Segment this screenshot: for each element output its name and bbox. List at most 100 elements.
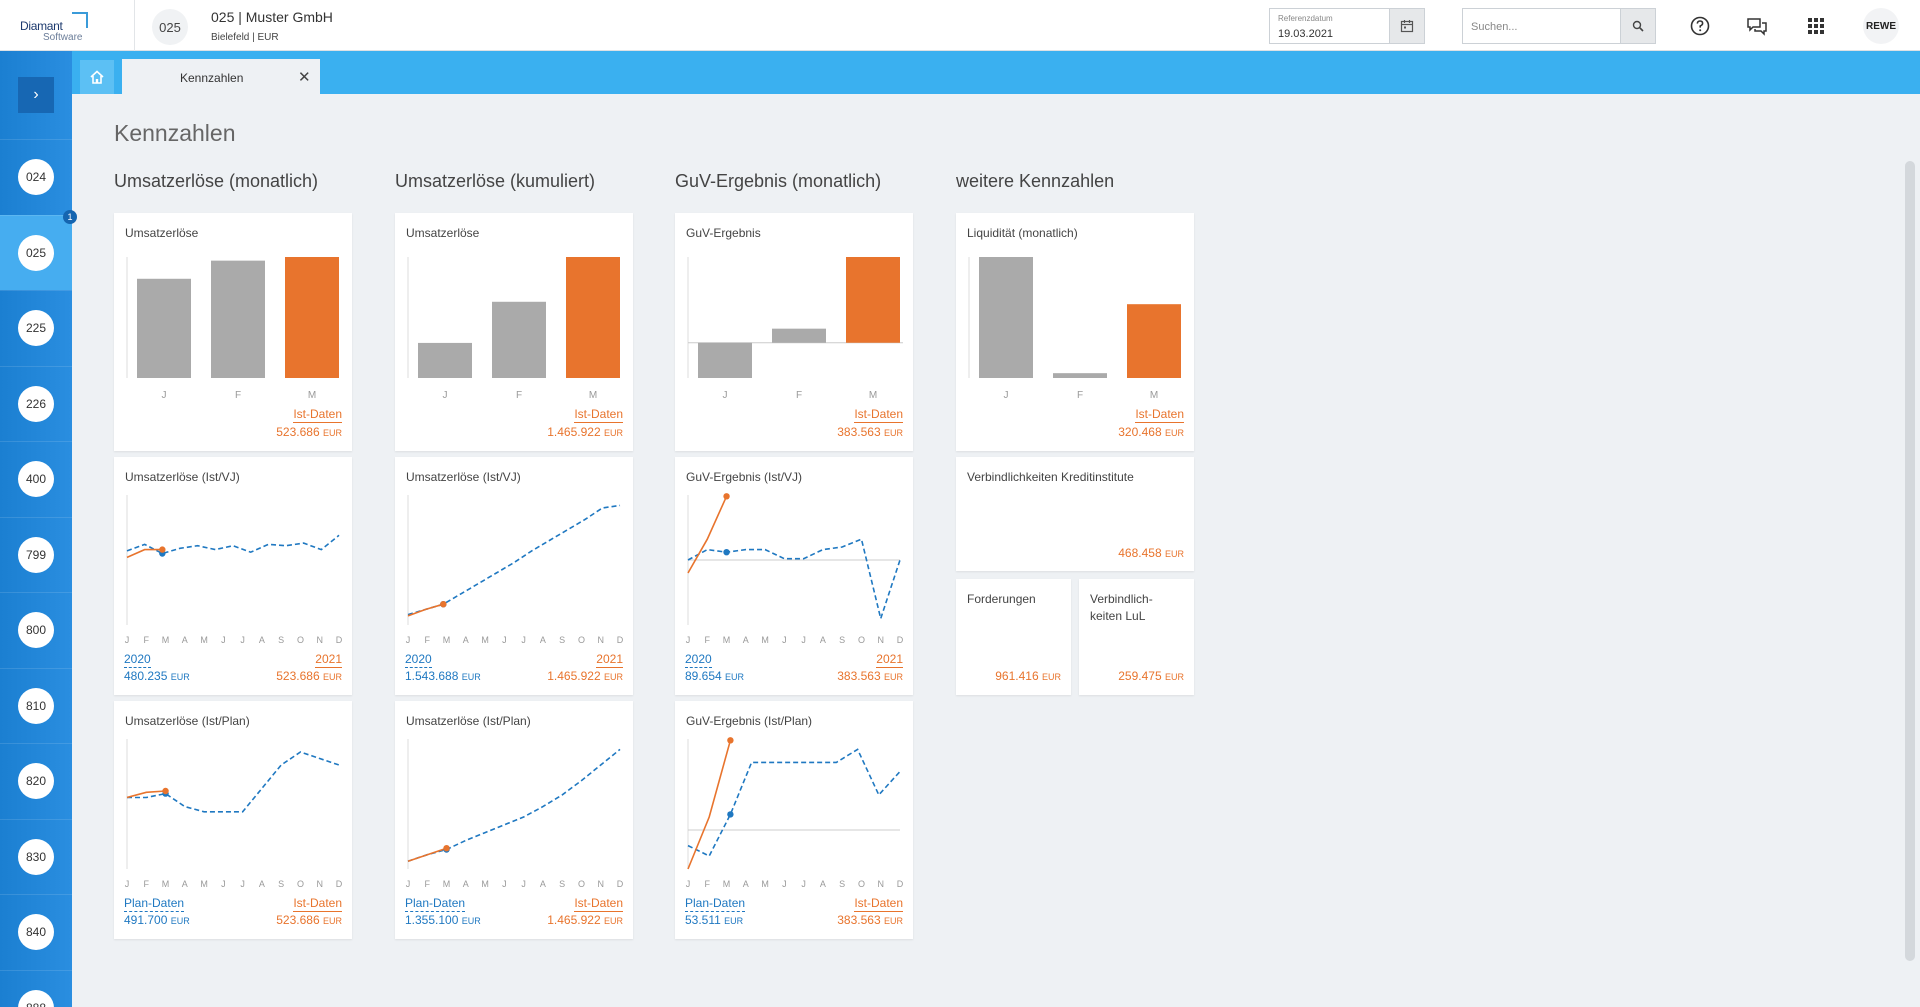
series-line-actual[interactable] — [407, 603, 444, 617]
bar-j[interactable] — [698, 342, 752, 378]
content-scrollbar[interactable] — [1900, 94, 1920, 1007]
bar-m[interactable] — [566, 257, 620, 378]
tab-bar: Kennzahlen ✕ — [72, 51, 1920, 94]
sidebar-item-mandant[interactable]: 025 1 — [0, 209, 77, 290]
x-tick-label: D — [897, 879, 904, 889]
x-tick-label: M — [761, 635, 769, 645]
card-forderungen[interactable]: Forderungen 961.416 EUR — [956, 579, 1071, 695]
x-tick-label: J — [125, 879, 130, 889]
series-line-comparison[interactable] — [687, 748, 901, 858]
chat-icon — [1747, 18, 1767, 36]
series-line-actual[interactable] — [687, 495, 728, 574]
card-umsatz-plan[interactable]: J F M A M J J A S O N D Umsatzerlöse (Ist/Plan) Plan… — [114, 701, 352, 939]
point-actual-current-month[interactable] — [159, 546, 166, 553]
tab-kennzahlen[interactable]: Kennzahlen ✕ — [122, 59, 320, 94]
card-guv-vj[interactable]: J F M A M J J A S O N D GuV-Ergebnis (Ist/VJ) 2020 8… — [675, 457, 913, 695]
sidebar-item-mandant[interactable]: 800 — [0, 592, 72, 667]
card-title: Umsatzerlöse (Ist/VJ) — [406, 470, 521, 484]
x-tick-label: N — [877, 635, 884, 645]
point-actual-current-month[interactable] — [443, 845, 450, 852]
series-line-comparison[interactable] — [126, 534, 340, 555]
scrollbar-thumb[interactable] — [1905, 161, 1915, 961]
sidebar-item-mandant[interactable]: 799 — [0, 516, 72, 592]
bar-m[interactable] — [846, 257, 900, 343]
plan-value: 491.700 EUR — [124, 913, 190, 927]
bar-m[interactable] — [1127, 304, 1181, 378]
series-line-comparison[interactable] — [407, 504, 621, 616]
mandant-circle: 840 — [18, 914, 54, 950]
legend-current-year: 2021 — [876, 652, 903, 668]
bar-j[interactable] — [418, 342, 472, 378]
card-umsatz-bar[interactable]: J F M Umsatzerlöse Ist-Daten 523.686 EUR — [114, 213, 352, 451]
point-comparison-current-month[interactable] — [727, 811, 734, 818]
card-umsatz-kumuliert-bar[interactable]: J F M Umsatzerlöse Ist-Daten 1.465.922 EUR — [395, 213, 633, 451]
reference-date-label: Referenzdatum — [1278, 14, 1333, 23]
bar-f[interactable] — [1053, 373, 1107, 378]
sidebar-item-mandant[interactable]: 226 — [0, 365, 72, 441]
sidebar-item-mandant[interactable]: 820 — [0, 743, 72, 818]
reference-date-value[interactable]: 19.03.2021 — [1278, 28, 1334, 40]
x-tick-label: J — [1004, 390, 1009, 401]
help-button[interactable] — [1687, 13, 1713, 39]
x-tick-label: S — [278, 879, 284, 889]
sidebar-expand-button[interactable]: › — [18, 77, 54, 113]
series-line-comparison[interactable] — [127, 751, 340, 813]
bar-j[interactable] — [137, 278, 191, 378]
sidebar-item-mandant[interactable]: 840 — [0, 894, 72, 969]
bar-f[interactable] — [211, 260, 265, 378]
x-tick-label: J — [521, 635, 526, 645]
card-value: 961.416 EUR — [995, 669, 1061, 683]
series-line-actual[interactable] — [687, 740, 732, 870]
messages-button[interactable] — [1744, 13, 1770, 39]
card-guv-bar[interactable]: J F M GuV-Ergebnis Ist-Daten 383.563 EUR — [675, 213, 913, 451]
sidebar-item-mandant[interactable]: 024 — [0, 139, 72, 214]
close-icon[interactable]: ✕ — [298, 69, 311, 86]
series-line-actual[interactable] — [407, 847, 447, 862]
previous-year-value: 1.543.688 EUR — [405, 669, 481, 683]
series-line-actual[interactable] — [126, 548, 163, 559]
series-line-actual[interactable] — [126, 790, 166, 799]
sidebar-item-mandant[interactable]: 400 — [0, 441, 72, 516]
bar-f[interactable] — [492, 301, 546, 378]
point-actual-current-month[interactable] — [723, 493, 730, 500]
sidebar-item-mandant[interactable]: 810 — [0, 667, 72, 743]
card-verbindlichkeiten-lul[interactable]: Verbindlich- keiten LuL 259.475 EUR — [1079, 579, 1194, 695]
actual-value: 383.563 EUR — [837, 913, 903, 927]
series-label: Ist-Daten — [293, 407, 342, 423]
card-liquiditaet-bar[interactable]: J F M Liquidität (monatlich) Ist-Daten 320.… — [956, 213, 1194, 451]
user-avatar[interactable]: REWE — [1863, 8, 1899, 44]
legend-current-year: 2021 — [315, 652, 342, 668]
x-tick-label: O — [858, 879, 865, 889]
sidebar-item-mandant[interactable]: 225 — [0, 290, 72, 365]
card-title: Umsatzerlöse — [406, 226, 480, 240]
series-line-comparison[interactable] — [407, 748, 621, 862]
card-umsatz-vj[interactable]: J F M A M J J A S O N D Umsatzerlöse (Ist/VJ) 2020 4… — [114, 457, 352, 695]
apps-button[interactable] — [1803, 13, 1829, 39]
card-verbindlichkeiten-kreditinstitute[interactable]: Verbindlichkeiten Kreditinstitute 468.45… — [956, 457, 1194, 571]
diamant-logo[interactable]: Diamant Software — [20, 10, 92, 43]
card-value: 1.465.922 EUR — [547, 425, 623, 439]
search-button[interactable] — [1620, 8, 1656, 44]
point-comparison-current-month[interactable] — [723, 549, 730, 556]
bar-f[interactable] — [772, 328, 826, 343]
point-actual-current-month[interactable] — [162, 787, 169, 795]
bar-j[interactable] — [979, 257, 1033, 378]
card-guv-plan[interactable]: J F M A M J J A S O N D GuV-Ergebnis (Ist/Plan) Plan… — [675, 701, 913, 939]
x-tick-label: M — [443, 635, 451, 645]
point-actual-current-month[interactable] — [727, 737, 734, 744]
series-line-comparison[interactable] — [687, 538, 901, 622]
bar-m[interactable] — [285, 257, 339, 378]
x-tick-label: A — [820, 635, 826, 645]
sidebar-item-mandant[interactable]: 830 — [0, 818, 72, 894]
header-divider — [134, 0, 135, 51]
calendar-button[interactable] — [1389, 8, 1425, 44]
point-actual-current-month[interactable] — [440, 601, 447, 608]
mandant-number-badge[interactable]: 025 — [152, 9, 188, 45]
mandant-name[interactable]: 025 | Muster GmbH — [211, 9, 333, 25]
sidebar-item-mandant[interactable]: 888 — [0, 969, 72, 1007]
card-umsatz-kumuliert-plan[interactable]: J F M A M J J A S O N D Umsatzerlöse (Ist/Plan) Plan… — [395, 701, 633, 939]
card-umsatz-kumuliert-vj[interactable]: J F M A M J J A S O N D Umsatzerlöse (Ist/VJ) 2020 1… — [395, 457, 633, 695]
x-tick-label: M — [162, 635, 170, 645]
home-tab[interactable] — [80, 60, 114, 94]
